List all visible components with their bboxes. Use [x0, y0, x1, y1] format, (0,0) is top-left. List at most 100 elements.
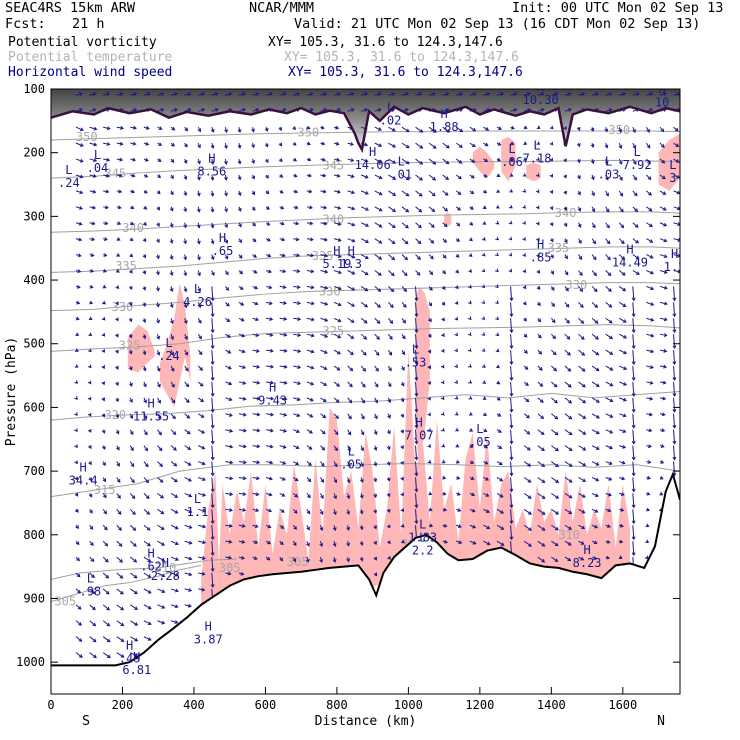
wind-vector: [184, 540, 192, 544]
wind-arrowhead: [210, 192, 215, 197]
wind-vector: [537, 381, 543, 387]
wind-arrowhead: [173, 478, 178, 483]
wind-arrowhead: [210, 224, 215, 229]
wind-vector: [157, 524, 165, 530]
wind-arrowhead: [648, 207, 653, 212]
wind-arrowhead: [391, 92, 396, 96]
theta-label: 335: [115, 259, 137, 273]
wind-arrowhead: [279, 189, 284, 194]
wind-arrowhead: [337, 238, 342, 242]
wind-arrowhead: [283, 380, 288, 385]
wind-arrowhead: [351, 303, 355, 307]
wind-arrowhead: [187, 446, 192, 450]
wind-arrowhead: [535, 221, 540, 226]
wind-arrowhead: [143, 189, 148, 194]
wind-arrowhead: [577, 207, 582, 212]
wind-arrowhead: [495, 236, 500, 241]
wind-arrowhead: [646, 144, 651, 149]
wind-vector: [333, 238, 342, 242]
wind-vector: [306, 333, 314, 337]
wind-arrowhead: [130, 463, 135, 468]
wind-vector: [279, 397, 287, 400]
wind-vector: [238, 397, 246, 400]
wind-arrowhead: [74, 396, 78, 400]
wind-arrowhead: [128, 366, 133, 371]
wind-arrowhead: [337, 286, 342, 291]
wind-arrowhead: [481, 300, 486, 305]
wind-arrowhead: [188, 493, 193, 498]
wind-arrowhead: [510, 125, 515, 130]
wind-arrowhead: [101, 365, 106, 370]
wind-arrowhead: [631, 377, 636, 381]
wind-arrowhead: [606, 224, 610, 229]
wind-vector: [184, 413, 190, 419]
wind-arrowhead: [251, 207, 256, 211]
wind-arrowhead: [201, 477, 206, 482]
wind-vector: [401, 174, 410, 181]
wind-arrowhead: [609, 398, 614, 403]
wind-arrowhead: [429, 523, 434, 528]
wind-arrowhead: [481, 252, 486, 257]
wind-arrowhead: [346, 558, 351, 563]
wind-arrowhead: [649, 396, 654, 401]
wind-arrowhead: [509, 424, 514, 429]
wind-arrowhead: [103, 494, 107, 499]
wind-arrowhead: [623, 335, 627, 339]
wind-arrowhead: [104, 205, 109, 210]
wind-arrowhead: [269, 332, 274, 337]
wind-arrowhead: [363, 319, 368, 324]
wind-arrowhead: [210, 393, 215, 397]
wind-arrowhead: [200, 414, 205, 418]
wind-arrowhead: [645, 539, 650, 544]
wind-vector: [537, 445, 545, 451]
extremum-value: 1.2: [664, 260, 686, 274]
wind-vector: [320, 108, 327, 112]
wind-arrowhead: [130, 221, 134, 225]
wind-arrowhead: [405, 208, 410, 213]
theta-label: 310: [558, 528, 580, 542]
wind-arrowhead: [567, 108, 572, 112]
wind-arrowhead: [659, 475, 664, 480]
wind-arrowhead: [224, 208, 228, 213]
wind-vector: [170, 461, 177, 467]
wind-arrowhead: [499, 494, 504, 498]
wind-vector: [103, 126, 110, 130]
wind-vector: [673, 270, 680, 273]
wind-vector: [360, 254, 369, 259]
wind-arrowhead: [594, 509, 599, 513]
wind-vector: [170, 492, 178, 498]
wind-vector: [320, 429, 326, 435]
wind-arrowhead: [590, 160, 595, 165]
wind-arrowhead: [210, 504, 215, 509]
wind-arrowhead: [623, 350, 628, 355]
wind-vector: [388, 158, 396, 164]
wind-arrowhead: [210, 424, 215, 429]
wind-vector: [130, 108, 137, 112]
wind-arrowhead: [310, 317, 315, 322]
wind-arrowhead: [229, 444, 234, 449]
wind-arrowhead: [210, 345, 215, 350]
wind-vector: [442, 158, 449, 165]
wind-vector: [673, 190, 680, 194]
wind-vector: [591, 286, 598, 292]
wind-arrowhead: [105, 574, 110, 579]
wind-arrowhead: [431, 192, 436, 197]
wind-arrowhead: [607, 492, 612, 497]
wind-arrowhead: [440, 348, 445, 353]
wind-arrowhead: [252, 222, 256, 227]
wind-vector: [333, 349, 341, 355]
wind-arrowhead: [522, 237, 526, 241]
wind-vector: [564, 524, 572, 530]
wind-arrowhead: [495, 252, 499, 257]
wind-arrowhead: [129, 415, 134, 420]
wind-arrowhead: [198, 351, 203, 356]
wind-arrowhead: [156, 239, 160, 244]
wind-arrowhead: [308, 189, 313, 194]
theta-label: 325: [119, 339, 141, 353]
wind-vector: [102, 620, 110, 627]
wind-arrowhead: [646, 491, 651, 496]
wind-arrowhead: [552, 351, 557, 356]
wind-arrowhead: [443, 523, 448, 528]
wind-arrowhead: [169, 223, 174, 228]
wind-arrowhead: [550, 270, 555, 275]
